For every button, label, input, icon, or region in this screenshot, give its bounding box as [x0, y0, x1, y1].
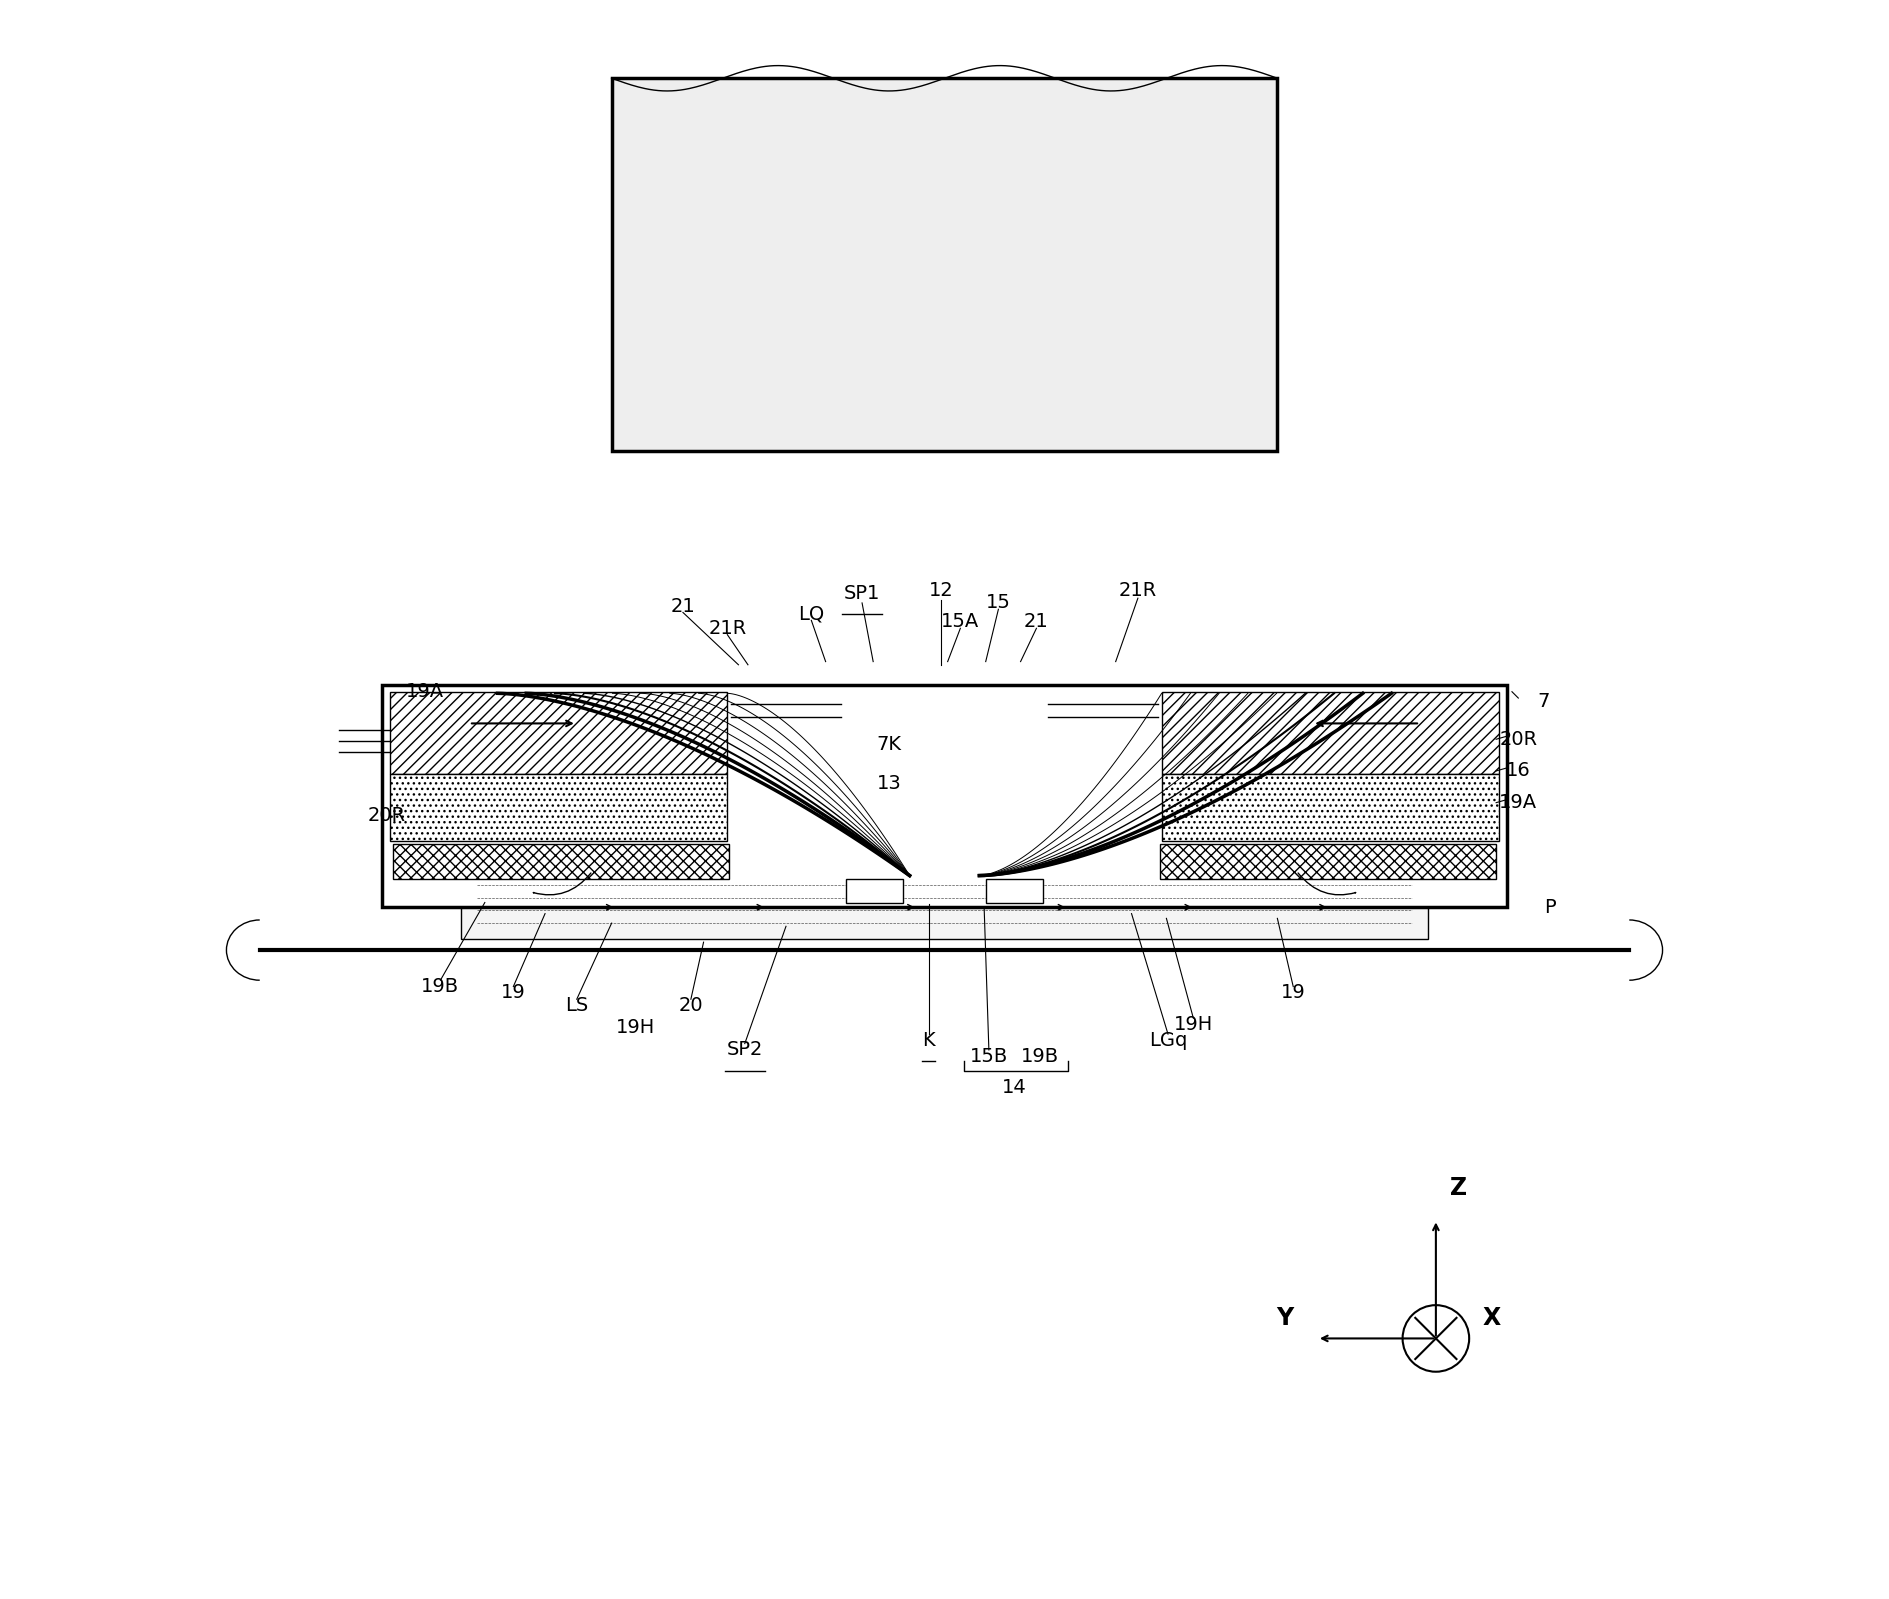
Bar — [612, 78, 1277, 451]
Text: 13: 13 — [876, 774, 901, 793]
Bar — [1160, 844, 1496, 879]
Text: 20: 20 — [678, 996, 703, 1015]
Bar — [986, 879, 1043, 902]
Text: Z: Z — [1449, 1175, 1466, 1199]
Bar — [461, 876, 1428, 939]
Text: LQ: LQ — [799, 604, 824, 624]
Bar — [382, 686, 1507, 907]
Text: 7: 7 — [1538, 692, 1549, 710]
Text: SP1: SP1 — [844, 584, 880, 603]
Bar — [389, 692, 727, 774]
Text: SP2: SP2 — [727, 1041, 763, 1060]
Text: 19: 19 — [501, 983, 525, 1003]
Text: 19B: 19B — [421, 977, 459, 996]
Text: 12: 12 — [929, 580, 954, 600]
Bar — [389, 774, 727, 841]
Text: 19A: 19A — [406, 683, 444, 702]
Text: 15B: 15B — [969, 1047, 1009, 1067]
Text: 21R: 21R — [1118, 580, 1156, 600]
FancyArrowPatch shape — [533, 873, 591, 895]
Text: 20R: 20R — [1500, 729, 1538, 748]
Text: 15: 15 — [986, 593, 1011, 612]
Bar — [846, 879, 903, 902]
FancyArrowPatch shape — [1298, 873, 1356, 895]
Text: 19H: 19H — [616, 1019, 655, 1038]
Text: 21: 21 — [1024, 612, 1048, 632]
Text: 19: 19 — [1281, 983, 1305, 1003]
Text: 19A: 19A — [1500, 793, 1538, 812]
Text: K: K — [922, 1031, 935, 1051]
Text: 14: 14 — [1001, 1078, 1026, 1097]
Bar — [1162, 692, 1500, 774]
Text: 21: 21 — [671, 596, 695, 616]
Text: X: X — [1483, 1306, 1500, 1330]
Text: 20R: 20R — [368, 806, 406, 825]
Bar — [1162, 774, 1500, 841]
Bar — [393, 844, 729, 879]
Text: 16: 16 — [1506, 761, 1530, 780]
Text: 7K: 7K — [876, 734, 901, 753]
Text: 21R: 21R — [708, 619, 746, 638]
Text: 15A: 15A — [941, 612, 980, 632]
Text: Y: Y — [1277, 1306, 1294, 1330]
Text: P: P — [1543, 897, 1557, 916]
Text: 19B: 19B — [1020, 1047, 1058, 1067]
Text: LGq: LGq — [1149, 1031, 1186, 1051]
Text: LS: LS — [565, 996, 587, 1015]
Text: 19H: 19H — [1173, 1015, 1213, 1035]
